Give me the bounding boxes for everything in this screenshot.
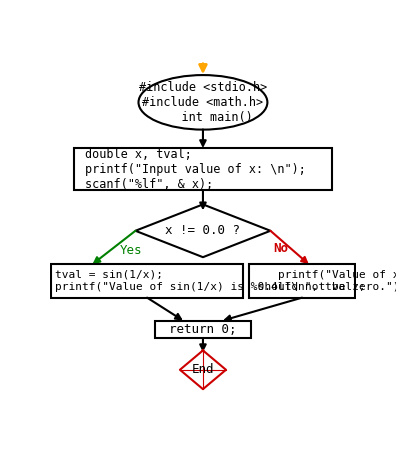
Text: printf("Value of x
 should not be zero.");: printf("Value of x should not be zero.")… [251,270,396,292]
Polygon shape [135,204,270,257]
Text: x != 0.0 ?: x != 0.0 ? [166,224,240,237]
FancyBboxPatch shape [249,264,355,298]
Text: tval = sin(1/x);
printf("Value of sin(1/x) is %0.4lf\n", tval);: tval = sin(1/x); printf("Value of sin(1/… [55,270,366,292]
Text: return 0;: return 0; [169,323,237,336]
FancyBboxPatch shape [51,264,243,298]
Text: Yes: Yes [120,244,142,257]
FancyBboxPatch shape [74,148,332,190]
Text: End: End [192,363,214,376]
Text: No: No [274,242,289,255]
Polygon shape [180,351,226,389]
Text: #include <stdio.h>
#include <math.h>
    int main(): #include <stdio.h> #include <math.h> int… [139,81,267,124]
FancyBboxPatch shape [155,320,251,338]
Text: double x, tval;
printf("Input value of x: \n");
scanf("%lf", & x);: double x, tval; printf("Input value of x… [85,148,306,191]
